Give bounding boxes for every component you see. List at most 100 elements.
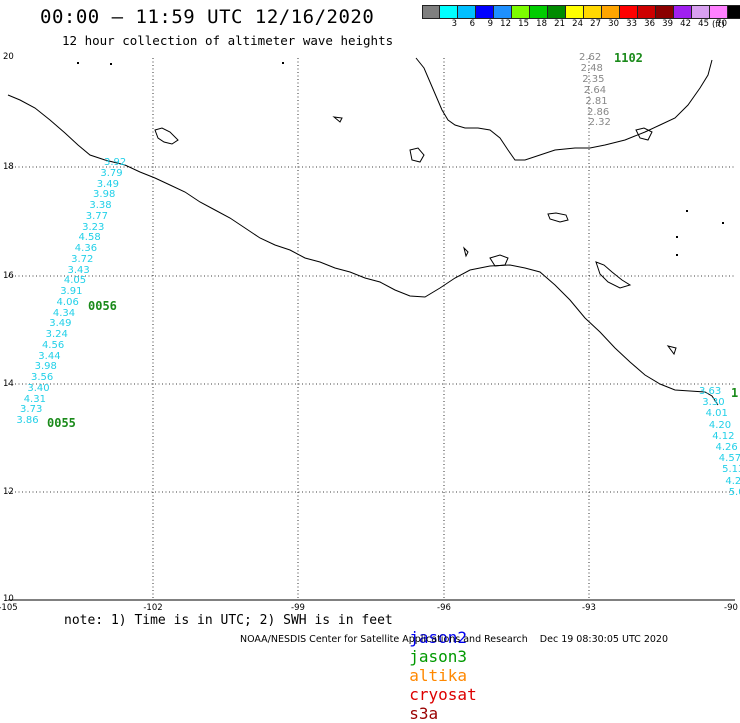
wave-height-label: 4.06 xyxy=(56,296,79,308)
x-tick-label: -90 xyxy=(724,603,738,613)
satellite-s3a: s3a xyxy=(409,704,439,723)
legend-swatch-label: 3 xyxy=(451,19,457,29)
wave-height-label: 3.86 xyxy=(16,415,39,426)
wave-height-label: 3.49 xyxy=(96,178,119,190)
legend-swatch-label: 15 xyxy=(518,19,529,29)
wave-height-label: 3.30 xyxy=(702,397,725,409)
pass-time-label: 1 xyxy=(731,386,739,400)
color-legend: 3 6 9 12 15 18 21 24 27 30 33 36 39 42 45 70 xyxy=(422,5,740,29)
legend-swatch xyxy=(422,5,440,19)
satellite-jason2: jason2 xyxy=(409,628,468,647)
wave-height-label: 3.49 xyxy=(49,318,72,330)
wave-height-label: 3.79 xyxy=(100,167,123,179)
satellite-cryosat: cryosat xyxy=(409,685,477,704)
coastline xyxy=(7,57,719,406)
legend-swatch-label: 18 xyxy=(536,19,547,29)
legend-swatch xyxy=(476,5,494,19)
wave-height-label: 3.98 xyxy=(34,361,57,373)
legend-swatch xyxy=(584,5,602,19)
wave-height-label: 2.81 xyxy=(585,95,608,107)
wave-height-label: 4.57 xyxy=(718,453,740,465)
pass-time-label: 1102 xyxy=(614,51,643,65)
wave-height-label: 3.73 xyxy=(20,404,43,416)
wave-height-label: 2.35 xyxy=(582,73,605,85)
legend-swatch xyxy=(494,5,512,19)
legend-swatch xyxy=(656,5,674,19)
wave-height-label: 4.01 xyxy=(705,408,728,420)
legend-swatch xyxy=(530,5,548,19)
credit-line: NOAA/NESDIS Center for Satellite Applica… xyxy=(240,634,669,645)
legend-swatch xyxy=(440,5,458,19)
x-tick-label: -105 xyxy=(0,603,18,613)
y-tick-label: 20 xyxy=(3,52,14,62)
legend-swatch xyxy=(638,5,656,19)
wave-height-label: 3.40 xyxy=(27,382,50,394)
legend-swatches xyxy=(422,5,740,19)
pass-time-label: 0056 xyxy=(88,299,117,313)
legend-swatch-label: 12 xyxy=(500,19,511,29)
legend-swatch-label: 70 xyxy=(716,19,727,29)
legend-swatch xyxy=(566,5,584,19)
wave-height-label: 2.62 xyxy=(579,52,602,63)
legend-swatch-label: 33 xyxy=(626,19,637,29)
wave-height-label: 2.32 xyxy=(588,117,611,129)
y-tick-label: 18 xyxy=(3,162,14,172)
wave-height-label: 3.38 xyxy=(89,200,112,211)
legend-swatch-label: 36 xyxy=(644,19,655,29)
tiny-islands xyxy=(77,62,724,256)
wave-height-label: 4.24 xyxy=(725,475,740,487)
wave-height-label: 4.36 xyxy=(74,243,98,254)
wave-height-label: 3.63 xyxy=(699,386,722,397)
map-canvas xyxy=(7,57,735,601)
legend-swatch xyxy=(512,5,530,19)
wave-height-label: 4.34 xyxy=(52,307,76,319)
x-tick-label: -99 xyxy=(291,603,305,613)
wave-height-label: 3.24 xyxy=(45,329,68,340)
wave-height-label: 3.72 xyxy=(71,253,94,265)
legend-labels: 3 6 9 12 15 18 21 24 27 30 33 36 39 42 45 70 xyxy=(422,19,740,29)
map-subtitle: 12 hour collection of altimeter wave hei… xyxy=(62,33,394,48)
legend-swatch xyxy=(674,5,692,19)
wave-height-label: 5.01 xyxy=(728,486,740,498)
pass-time-label: 0055 xyxy=(47,416,76,430)
wave-height-label: 3.43 xyxy=(67,264,90,276)
legend-swatch xyxy=(458,5,476,19)
legend-swatch-label: 45 xyxy=(698,19,709,29)
legend-swatch xyxy=(692,5,710,19)
wave-height-label: 4.20 xyxy=(708,419,732,431)
legend-swatch xyxy=(548,5,566,19)
satellite-legend: jason2 jason3 altika cryosat s3a xyxy=(390,609,485,723)
wave-height-label: 4.05 xyxy=(63,275,87,287)
wave-height-label: 4.58 xyxy=(78,232,101,244)
legend-swatch xyxy=(602,5,620,19)
y-tick-label: 14 xyxy=(3,379,14,389)
wave-height-label: 3.44 xyxy=(38,350,61,362)
wave-height-label: 4.31 xyxy=(23,393,46,405)
legend-swatch xyxy=(710,5,728,19)
legend-swatch-label: 9 xyxy=(487,19,493,29)
wave-height-label: 2.86 xyxy=(587,106,610,118)
map-title: 00:00 – 11:59 UTC 12/16/2020 xyxy=(40,6,375,28)
legend-swatch-label: 30 xyxy=(608,19,619,29)
legend-swatch-label: 27 xyxy=(590,19,601,29)
wave-height-label: 3.91 xyxy=(60,286,83,297)
legend-swatch xyxy=(728,5,740,19)
legend-unit: (ft) xyxy=(712,20,725,30)
legend-swatch-label: 42 xyxy=(680,19,691,29)
legend-swatch-label: 21 xyxy=(554,19,565,29)
wave-height-label: 3.98 xyxy=(93,189,116,201)
y-tick-label: 12 xyxy=(3,487,14,497)
footnote: note: 1) Time is in UTC; 2) SWH is in fe… xyxy=(64,613,393,628)
wave-height-label: 3.23 xyxy=(82,221,105,233)
satellite-altika: altika xyxy=(409,666,468,685)
legend-swatch-label: 6 xyxy=(469,19,475,29)
wave-height-label: 2.64 xyxy=(583,84,607,96)
wave-height-label: 4.12 xyxy=(712,430,735,442)
wave-height-label: 3.56 xyxy=(31,372,54,383)
wave-height-label: 2.48 xyxy=(580,62,603,74)
x-tick-label: -96 xyxy=(437,603,451,613)
y-tick-label: 10 xyxy=(3,594,14,604)
wave-height-label: 4.56 xyxy=(41,339,65,351)
legend-swatch-label: 39 xyxy=(662,19,673,29)
wave-height-label: 3.77 xyxy=(85,210,109,222)
